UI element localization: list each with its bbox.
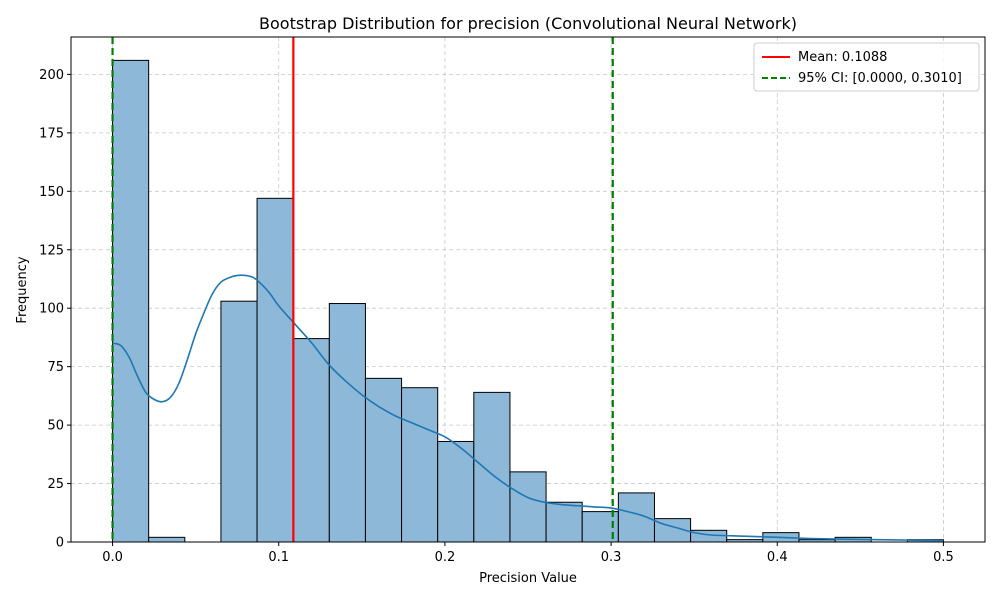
x-tick-label: 0.1 (268, 550, 289, 565)
kde-curve (112, 274, 944, 542)
histogram-bar (509, 471, 547, 543)
histogram-bar (148, 536, 186, 543)
y-tick-label: 100 (39, 302, 64, 317)
reference-lines (111, 37, 614, 542)
x-tick-label: 0.3 (601, 550, 622, 565)
y-axis-ticks: 0 25 50 75 100 125 150 175 200 (39, 68, 71, 551)
chart-title: Bootstrap Distribution for precision (Co… (259, 14, 797, 33)
legend-mean-label: Mean: 0.1088 (798, 50, 887, 65)
y-axis-label: Frequency (15, 256, 30, 323)
legend-ci-label: 95% CI: [0.0000, 0.3010] (798, 71, 962, 86)
histogram-bar (112, 59, 150, 543)
y-tick-label: 200 (39, 68, 64, 83)
kde-curve-layer (112, 274, 944, 542)
histogram-bar (545, 501, 583, 543)
x-tick-label: 0.0 (102, 550, 123, 565)
y-tick-label: 75 (47, 360, 64, 375)
y-tick-label: 50 (47, 419, 64, 434)
plot-frame (70, 36, 986, 543)
histogram-bar (292, 338, 330, 543)
y-tick-label: 175 (39, 126, 64, 141)
x-tick-label: 0.5 (933, 550, 954, 565)
histogram-bar (401, 387, 439, 543)
histogram-bar (220, 300, 258, 543)
legend-box (753, 42, 980, 92)
histogram-bar (473, 391, 511, 543)
y-tick-label: 25 (47, 477, 64, 492)
x-tick-label: 0.4 (767, 550, 788, 565)
grid (71, 37, 985, 543)
histogram-bar (328, 303, 366, 543)
histogram-bar (364, 377, 403, 543)
y-tick-label: 150 (39, 185, 64, 200)
y-tick-label: 125 (39, 243, 64, 258)
x-tick-label: 0.2 (435, 550, 456, 565)
legend: Mean: 0.1088 95% CI: [0.0000, 0.3010] (753, 42, 980, 92)
histogram-bar (437, 440, 475, 543)
histogram-bar (256, 197, 294, 543)
x-axis-label: Precision Value (479, 571, 577, 586)
x-axis-ticks: 0.0 0.1 0.2 0.3 0.4 0.5 (102, 542, 954, 565)
y-tick-label: 0 (56, 536, 64, 551)
